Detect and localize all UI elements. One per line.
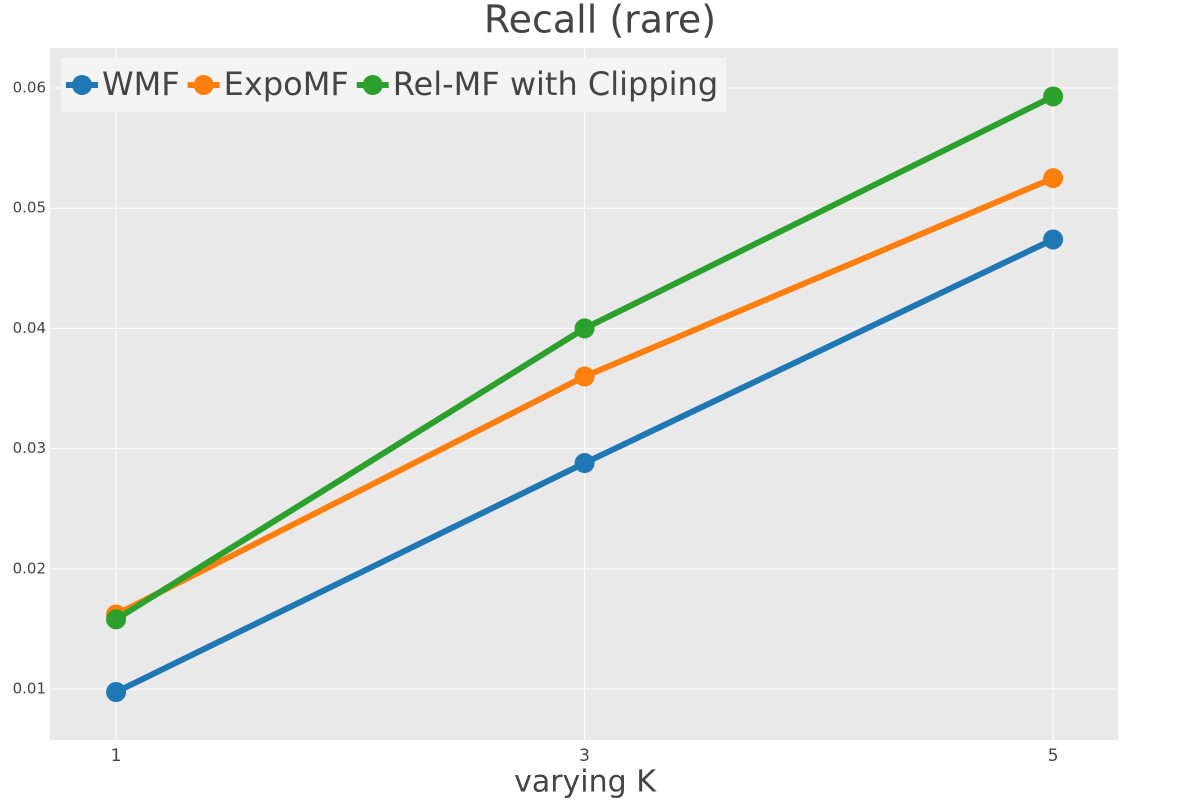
legend-marker xyxy=(193,75,214,95)
chart-title: Recall (rare) xyxy=(484,0,716,42)
point xyxy=(106,682,127,703)
y-tick-label: 0.01 xyxy=(13,680,46,698)
point xyxy=(106,609,127,630)
legend-label: ExpoMF xyxy=(224,65,349,103)
x-axis-title: varying K xyxy=(514,765,657,800)
legend-marker xyxy=(72,75,92,95)
y-tick-label: 0.05 xyxy=(13,199,46,217)
y-tick-label: 0.04 xyxy=(13,319,46,337)
y-tick-label: 0.02 xyxy=(13,559,46,577)
legend-label: Rel-MF with Clipping xyxy=(393,65,718,103)
legend-marker xyxy=(362,75,383,95)
point xyxy=(1043,229,1064,250)
plot-area xyxy=(50,48,1118,740)
legend-box xyxy=(61,58,727,112)
y-tick-label: 0.03 xyxy=(13,439,46,457)
x-tick-label: 3 xyxy=(579,746,590,766)
x-tick-label: 5 xyxy=(1048,746,1059,766)
x-tick-label: 1 xyxy=(111,746,122,766)
y-tick-label: 0.06 xyxy=(13,79,46,97)
point xyxy=(1043,168,1064,189)
point xyxy=(574,318,595,339)
legend-label: WMF xyxy=(102,65,180,103)
legend: WMF ExpoMF Rel-MF with Clipping xyxy=(61,58,727,112)
point xyxy=(574,366,595,387)
point xyxy=(1043,86,1064,107)
point xyxy=(574,453,595,474)
